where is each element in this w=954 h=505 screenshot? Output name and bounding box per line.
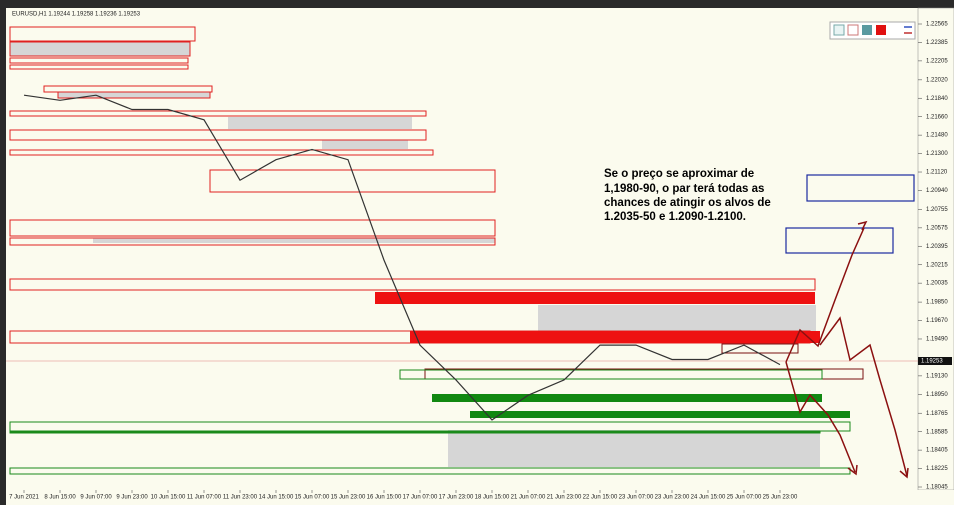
x-tick-label: 23 Jun 07:00: [619, 495, 654, 501]
price-line: [23, 94, 781, 421]
chart-title: EURUSD,H1 1.19244 1.19258 1.19236 1.1925…: [12, 12, 141, 18]
y-tick-label: 1.22205: [926, 58, 948, 64]
y-tick-label: 1.18585: [926, 429, 948, 435]
y-tick-label: 1.22020: [926, 77, 948, 83]
y-tick-label: 1.19670: [926, 318, 948, 324]
y-tick-label: 1.21660: [926, 114, 948, 120]
y-tick-label: 1.21120: [926, 170, 948, 176]
y-tick-label: 1.21840: [926, 96, 948, 102]
toolbar: [829, 21, 916, 40]
x-tick-label: 23 Jun 23:00: [655, 495, 690, 501]
y-tick-label: 1.20575: [926, 225, 948, 231]
x-tick-label: 17 Jun 07:00: [403, 495, 438, 501]
current-price: 1.19253: [921, 359, 943, 365]
y-tick-label: 1.20215: [926, 262, 948, 268]
x-tick-label: 16 Jun 15:00: [367, 495, 402, 501]
x-tick-label: 21 Jun 23:00: [547, 495, 582, 501]
current-price-box: [918, 357, 952, 365]
y-tick-label: 1.22385: [926, 40, 948, 46]
x-tick-label: 7 Jun 2021: [9, 495, 39, 501]
y-tick-label: 1.18765: [926, 411, 948, 417]
x-tick-label: 21 Jun 07:00: [511, 495, 546, 501]
y-tick-label: 1.18225: [926, 466, 948, 472]
y-tick-label: 1.18950: [926, 392, 948, 398]
y-tick-label: 1.22565: [926, 22, 948, 28]
price-axis: [917, 7, 954, 491]
x-tick-label: 9 Jun 07:00: [80, 495, 112, 501]
x-tick-label: 8 Jun 15:00: [44, 495, 76, 501]
y-tick-label: 1.20035: [926, 281, 948, 287]
y-tick-label: 1.18405: [926, 448, 948, 454]
annotation: chances de atingir os alvos de: [604, 197, 771, 209]
plot-area: [6, 8, 918, 490]
x-tick-label: 22 Jun 15:00: [583, 495, 618, 501]
x-tick-label: 17 Jun 23:00: [439, 495, 474, 501]
time-axis: [6, 490, 954, 505]
x-tick-label: 25 Jun 07:00: [727, 495, 762, 501]
x-tick-label: 15 Jun 07:00: [295, 495, 330, 501]
y-tick-label: 1.19130: [926, 373, 948, 379]
y-tick-label: 1.21480: [926, 133, 948, 139]
x-tick-label: 11 Jun 23:00: [223, 495, 258, 501]
y-tick-label: 1.19850: [926, 300, 948, 306]
x-tick-label: 14 Jun 15:00: [259, 495, 294, 501]
forecast-arrows: [785, 220, 909, 479]
x-tick-label: 25 Jun 23:00: [763, 495, 798, 501]
y-tick-label: 1.20755: [926, 207, 948, 213]
y-tick-label: 1.21300: [926, 151, 948, 157]
annotation: 1.2035-50 e 1.2090-1.2100.: [604, 211, 746, 223]
y-tick-label: 1.19490: [926, 337, 948, 343]
x-tick-label: 10 Jun 15:00: [151, 495, 186, 501]
x-tick-label: 9 Jun 23:00: [116, 495, 148, 501]
annotation: 1,1980-90, o par terá todas as: [604, 183, 764, 195]
x-tick-label: 18 Jun 15:00: [475, 495, 510, 501]
y-tick-label: 1.20940: [926, 188, 948, 194]
annotation: Se o preço se aproximar de: [604, 168, 754, 180]
y-tick-label: 1.18045: [926, 485, 948, 491]
x-tick-label: 15 Jun 23:00: [331, 495, 366, 501]
x-tick-label: 11 Jun 07:00: [187, 495, 222, 501]
zones: [6, 26, 918, 475]
x-tick-label: 24 Jun 15:00: [691, 495, 726, 501]
y-tick-label: 1.20395: [926, 244, 948, 250]
